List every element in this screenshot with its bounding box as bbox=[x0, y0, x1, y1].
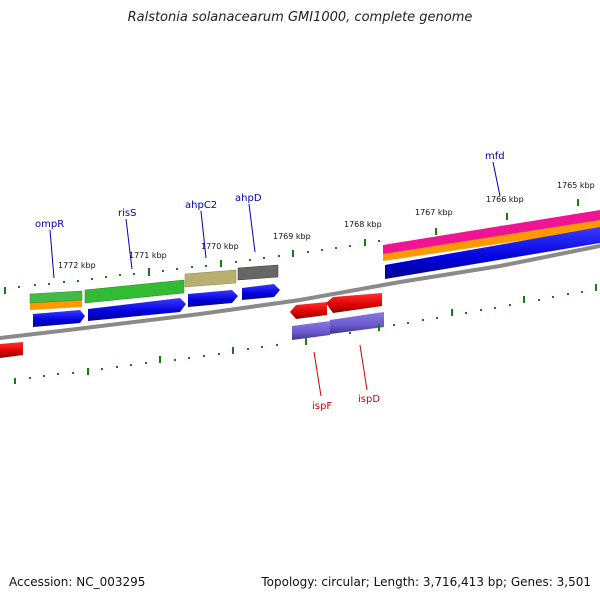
gene-label-ahpC2: ahpC2 bbox=[185, 200, 217, 211]
tick-label: 1766 kbp bbox=[486, 195, 524, 204]
tick-label: 1772 kbp bbox=[58, 261, 96, 270]
track-magenta bbox=[383, 210, 600, 254]
tick-label: 1765 kbp bbox=[557, 181, 595, 190]
gene-leaders-top bbox=[49, 161, 501, 279]
gene-label-ompR: ompR bbox=[35, 219, 64, 230]
tick-label: 1770 kbp bbox=[201, 242, 239, 251]
tick-label: 1768 kbp bbox=[344, 220, 382, 229]
tick-rule-lower bbox=[14, 284, 597, 384]
cds-arrows-upper bbox=[33, 227, 600, 327]
tick-label: 1767 kbp bbox=[415, 208, 453, 217]
track-purple bbox=[292, 312, 384, 340]
genome-summary: Topology: circular; Length: 3,716,413 bp… bbox=[261, 575, 591, 589]
gene-label-ispF: ispF bbox=[312, 401, 332, 412]
genome-backbone bbox=[0, 244, 600, 340]
accession-label: Accession: NC_003295 bbox=[9, 575, 146, 589]
tick-label: 1769 kbp bbox=[273, 232, 311, 241]
gene-labels: ompR risS ahpC2 ahpD mfd ispF ispD bbox=[35, 151, 505, 412]
tick-label: 1771 kbp bbox=[129, 251, 167, 260]
gene-leaders-bottom bbox=[313, 344, 368, 397]
track-green bbox=[29, 264, 279, 304]
cds-arrows-lower bbox=[0, 293, 382, 358]
map-title: Ralstonia solanacearum GMI1000, complete… bbox=[127, 10, 473, 25]
tick-rule-upper bbox=[4, 199, 579, 294]
gene-label-ispD: ispD bbox=[358, 394, 380, 405]
gene-label-ahpD: ahpD bbox=[235, 193, 262, 204]
gene-label-risS: risS bbox=[118, 208, 136, 219]
gene-label-mfd: mfd bbox=[485, 151, 505, 162]
tick-labels: 1772 kbp 1771 kbp 1770 kbp 1769 kbp 1768… bbox=[58, 181, 595, 270]
